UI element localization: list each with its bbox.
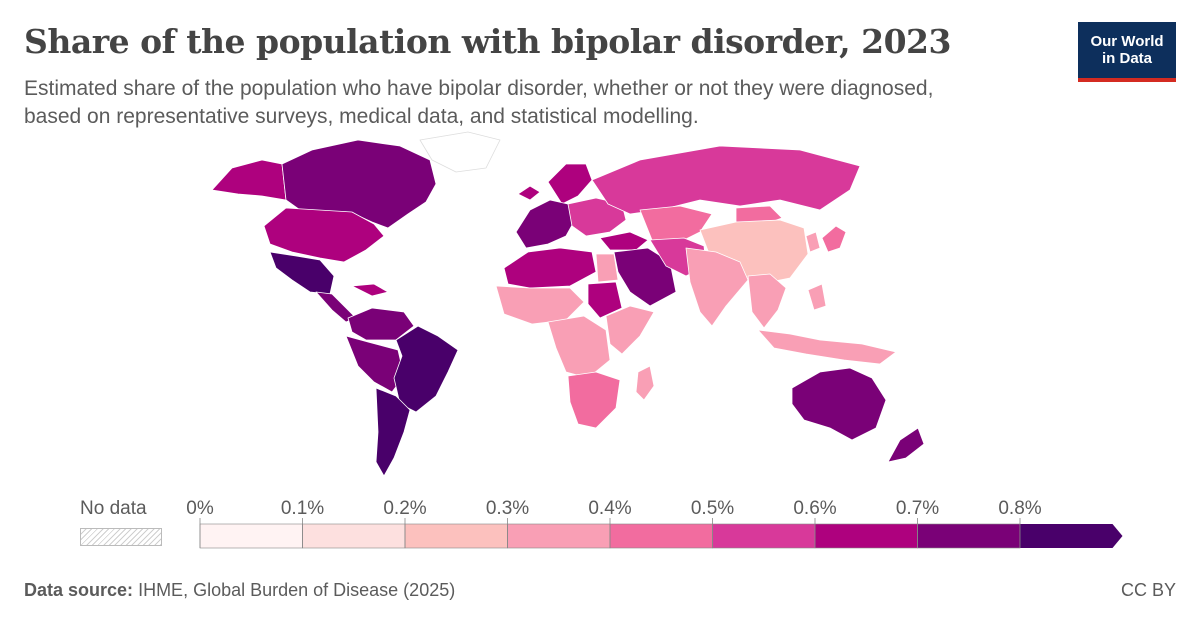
license-link[interactable]: CC BY [1120,580,1176,600]
map-region-usa [263,207,385,263]
owid-logo[interactable]: Our World in Data [1078,22,1176,82]
legend-tick-label: 0.6% [793,498,837,519]
no-data-swatch [80,528,162,546]
legend-bin[interactable] [814,523,918,549]
legend-bin[interactable] [1020,524,1123,548]
map-region-australia [791,367,887,441]
map-region-eastern-europe [567,197,627,237]
legend-bin[interactable] [917,523,1021,549]
legend-bin[interactable] [199,523,303,549]
map-region-western-europe [515,199,577,249]
map-region-central-africa [547,315,611,379]
map-region-west-africa [495,285,585,325]
map-region-japan [821,225,847,253]
color-legend: No data 0% 0.1% 0.2% 0.3% 0.4% 0.5% 0.6% 0.7% 0.… [0,490,1200,560]
legend-scale [199,518,1123,549]
data-source-label: Data source: [24,580,134,600]
map-region-indonesia-philippines [757,283,897,365]
map-region-greenland [419,131,501,173]
map-region-caribbean [351,283,389,297]
map-region-middle-east [613,247,677,307]
no-data-label: No data [80,498,147,519]
data-source: Data source: IHME, Global Burden of Dise… [24,580,455,601]
map-region-korea [805,231,821,253]
legend-bin[interactable] [609,523,713,549]
chart-title: Share of the population with bipolar dis… [24,22,951,61]
legend-tick-label: 0.1% [280,498,325,519]
logo-line-1: Our World [1090,33,1164,50]
map-region-russia [591,145,861,215]
map-region-alaska [211,159,287,201]
map-region-brazil [393,325,459,413]
map-region-sudan [587,281,623,319]
chart-subtitle: Estimated share of the population who ha… [24,77,934,128]
data-source-link[interactable]: IHME, Global Burden of Disease (2025) [138,580,456,600]
map-region-turkey-caucasus [599,231,649,251]
legend-bin[interactable] [404,523,508,549]
map-region-india-south-asia [685,247,749,327]
map-region-north-africa [503,247,597,289]
logo-line-2: in Data [1101,50,1152,67]
legend-tick-label: 0.3% [485,498,530,519]
legend-bin[interactable] [712,523,816,549]
legend-tick-label: 0.5% [690,498,735,519]
map-region-southern-cone [375,387,411,477]
world-map [211,131,925,477]
legend-bin[interactable] [302,523,406,549]
map-region-madagascar [635,365,655,401]
map-region-new-zealand [887,427,925,463]
legend-tick-label: 0.7% [895,498,940,519]
map-region-southern-africa [567,371,621,429]
legend-tick-label: 0.8% [998,498,1042,519]
map-region-east-africa [605,305,655,355]
map-region-egypt [595,253,619,283]
map-region-southeast-asia [747,273,787,329]
legend-tick-label: 0.4% [588,498,632,519]
legend-bin[interactable] [507,523,611,549]
legend-tick-label: 0% [186,498,214,519]
legend-tick-label: 0.2% [383,498,427,519]
map-region-colombia-venezuela [347,307,415,341]
map-region-iceland-scandinavia [517,163,593,205]
